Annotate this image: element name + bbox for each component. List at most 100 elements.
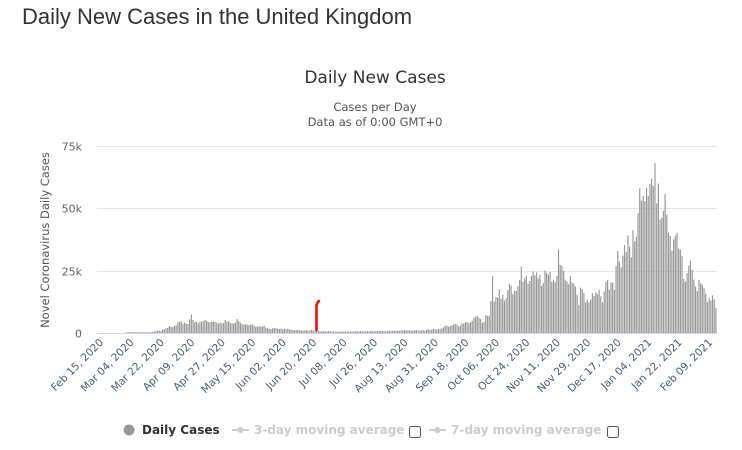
bar-daily-cases[interactable] — [192, 320, 194, 333]
bar-daily-cases[interactable] — [596, 294, 599, 333]
bar-daily-cases[interactable] — [234, 322, 236, 333]
bar-daily-cases[interactable] — [236, 319, 238, 333]
bar-daily-cases[interactable] — [253, 325, 255, 333]
bar-daily-cases[interactable] — [710, 300, 712, 333]
bar-daily-cases[interactable] — [463, 323, 465, 333]
bar-daily-cases[interactable] — [461, 323, 463, 333]
bar-daily-cases[interactable] — [508, 283, 511, 333]
bar-daily-cases[interactable] — [309, 330, 311, 333]
bar-daily-cases[interactable] — [564, 279, 566, 333]
bar-daily-cases[interactable] — [388, 330, 390, 333]
bar-daily-cases[interactable] — [349, 331, 352, 333]
bar-daily-cases[interactable] — [371, 331, 374, 333]
bar-daily-cases[interactable] — [403, 330, 406, 333]
bar-daily-cases[interactable] — [422, 330, 424, 333]
bar-daily-cases[interactable] — [688, 265, 690, 333]
bar-daily-cases[interactable] — [605, 281, 607, 333]
bar-daily-cases[interactable] — [451, 325, 453, 333]
bar-daily-cases[interactable] — [627, 235, 629, 333]
bar-daily-cases[interactable] — [615, 265, 617, 333]
bar-daily-cases[interactable] — [458, 326, 460, 333]
bar-daily-cases[interactable] — [368, 331, 370, 333]
bar-daily-cases[interactable] — [131, 332, 133, 333]
bar-daily-cases[interactable] — [650, 178, 653, 333]
bar-daily-cases[interactable] — [610, 282, 612, 333]
bar-daily-cases[interactable] — [674, 235, 676, 333]
bar-daily-cases[interactable] — [380, 330, 382, 333]
bar-daily-cases[interactable] — [427, 329, 429, 333]
bar-daily-cases[interactable] — [419, 330, 421, 333]
bar-daily-cases[interactable] — [293, 330, 296, 333]
bar-daily-cases[interactable] — [436, 329, 438, 333]
bar-daily-cases[interactable] — [662, 211, 665, 333]
bar-daily-cases[interactable] — [586, 299, 588, 333]
bar-daily-cases[interactable] — [503, 300, 505, 333]
bar-daily-cases[interactable] — [698, 279, 700, 333]
bar-daily-cases[interactable] — [711, 295, 714, 333]
bar-daily-cases[interactable] — [424, 330, 426, 333]
3-day-average-checkbox[interactable] — [409, 426, 421, 438]
bar-daily-cases[interactable] — [190, 314, 192, 333]
bar-daily-cases[interactable] — [535, 272, 538, 333]
bar-daily-cases[interactable] — [469, 322, 472, 333]
bar-daily-cases[interactable] — [486, 315, 489, 333]
bar-daily-cases[interactable] — [500, 298, 502, 333]
bar-daily-cases[interactable] — [683, 278, 685, 333]
bar-daily-cases[interactable] — [324, 331, 326, 333]
bar-daily-cases[interactable] — [310, 329, 313, 333]
bar-daily-cases[interactable] — [341, 331, 343, 334]
bar-daily-cases[interactable] — [603, 291, 605, 333]
bar-daily-cases[interactable] — [351, 331, 353, 333]
bar-daily-cases[interactable] — [265, 327, 267, 333]
bar-daily-cases[interactable] — [233, 323, 235, 333]
bar-daily-cases[interactable] — [412, 330, 414, 333]
bar-daily-cases[interactable] — [263, 325, 265, 333]
bar-daily-cases[interactable] — [285, 329, 287, 333]
bar-daily-cases[interactable] — [657, 183, 659, 333]
bar-daily-cases[interactable] — [583, 293, 585, 333]
bar-daily-cases[interactable] — [505, 298, 507, 333]
bar-daily-cases[interactable] — [585, 302, 587, 333]
bar-daily-cases[interactable] — [554, 282, 556, 333]
bar-daily-cases[interactable] — [439, 328, 441, 333]
bar-daily-cases[interactable] — [713, 299, 715, 333]
bar-daily-cases[interactable] — [620, 267, 622, 333]
bar-daily-cases[interactable] — [454, 324, 456, 333]
bar-daily-cases[interactable] — [520, 266, 522, 333]
bar-daily-cases[interactable] — [275, 328, 277, 333]
bar-daily-cases[interactable] — [532, 271, 534, 333]
bar-daily-cases[interactable] — [376, 331, 379, 333]
bar-daily-cases[interactable] — [544, 270, 546, 333]
bar-daily-cases[interactable] — [202, 321, 204, 333]
bar-daily-cases[interactable] — [618, 261, 621, 333]
bar-daily-cases[interactable] — [299, 330, 301, 333]
bar-daily-cases[interactable] — [669, 236, 671, 333]
bar-daily-cases[interactable] — [444, 325, 446, 333]
bar-daily-cases[interactable] — [197, 323, 199, 333]
bar-daily-cases[interactable] — [491, 275, 494, 333]
bar-daily-cases[interactable] — [329, 331, 331, 333]
bar-daily-cases[interactable] — [209, 322, 211, 333]
bar-daily-cases[interactable] — [478, 317, 480, 333]
bar-daily-cases[interactable] — [129, 332, 132, 333]
bar-daily-cases[interactable] — [304, 330, 306, 333]
bar-daily-cases[interactable] — [600, 296, 602, 333]
bar-daily-cases[interactable] — [537, 278, 539, 333]
bar-daily-cases[interactable] — [425, 329, 428, 333]
bar-daily-cases[interactable] — [629, 246, 631, 333]
bar-daily-cases[interactable] — [271, 328, 274, 333]
bar-daily-cases[interactable] — [708, 297, 710, 333]
bar-daily-cases[interactable] — [168, 325, 170, 333]
bar-daily-cases[interactable] — [332, 331, 335, 333]
7-day-average-checkbox[interactable] — [607, 426, 619, 438]
bar-daily-cases[interactable] — [442, 327, 445, 333]
bar-daily-cases[interactable] — [287, 328, 289, 333]
bar-daily-cases[interactable] — [645, 187, 648, 333]
bar-daily-cases[interactable] — [473, 317, 475, 333]
bar-daily-cases[interactable] — [297, 329, 299, 333]
bar-daily-cases[interactable] — [241, 324, 243, 333]
bar-daily-cases[interactable] — [155, 331, 157, 333]
bar-daily-cases[interactable] — [398, 330, 401, 333]
bar-daily-cases[interactable] — [189, 319, 191, 333]
bar-daily-cases[interactable] — [590, 299, 592, 333]
